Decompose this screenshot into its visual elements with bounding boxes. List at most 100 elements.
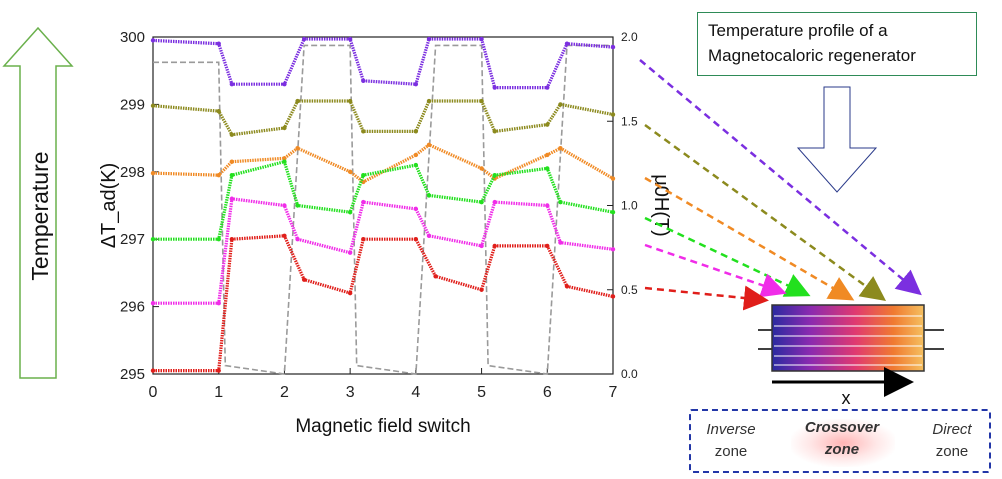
series-violet-point — [610, 44, 616, 50]
series-red-line — [153, 234, 614, 373]
temperature-side-label: Temperature — [27, 151, 53, 280]
crossover-zone-suffix: zone — [824, 441, 860, 458]
series-red-point — [413, 237, 419, 242]
series-green-point — [492, 172, 497, 178]
series-orange-point — [545, 152, 550, 158]
series-magenta-point — [426, 233, 432, 239]
series-violet-point — [216, 41, 221, 46]
inverse-zone-label: Inverse zone — [695, 419, 767, 463]
series-red-point — [610, 294, 616, 299]
y-right-tick-label: 0.5 — [621, 283, 638, 297]
series-red-point — [229, 237, 235, 242]
crossover-glow — [791, 419, 895, 467]
direct-zone-label: Direct zone — [917, 419, 987, 463]
series-magenta-point — [558, 240, 563, 245]
series-red-point — [479, 287, 484, 292]
down-arrow-icon — [796, 86, 878, 193]
direct-zone-word: Direct — [932, 421, 972, 438]
y-left-axis-label: ΔT_ad(K) — [98, 163, 120, 249]
series-orange-point — [282, 156, 287, 161]
series-orange-point — [413, 152, 419, 158]
series-orange-point — [150, 170, 156, 176]
title-box: Temperature profile of a Magnetocaloric … — [697, 12, 977, 76]
pointer-arrow-violet — [639, 59, 922, 296]
regenerator-axis-label: x — [842, 388, 851, 408]
crossover-zone-label: Crossover zone — [787, 417, 897, 461]
series-orange-line — [152, 143, 614, 184]
series-olive-point — [282, 125, 287, 131]
series-olive-point — [426, 98, 432, 104]
series-magenta-point — [479, 243, 484, 249]
x-tick-label: 1 — [214, 384, 223, 401]
series-olive-point — [479, 98, 484, 104]
series-green-point — [282, 159, 287, 164]
series-green-point — [479, 199, 484, 205]
series-olive-point — [295, 98, 300, 104]
series-orange-point — [479, 166, 484, 171]
field-series-line — [153, 44, 613, 375]
x-tick-label: 0 — [149, 384, 158, 401]
series-magenta-point — [229, 196, 235, 201]
series-olive-point — [150, 103, 156, 108]
series-orange-point — [229, 159, 235, 164]
series-violet-point — [361, 78, 366, 84]
series-magenta-point — [492, 199, 497, 205]
series-olive-point — [610, 112, 616, 117]
series-green-point — [216, 237, 221, 242]
series-magenta-point — [282, 203, 287, 208]
series-green-point — [413, 162, 419, 168]
x-tick-label: 4 — [411, 384, 420, 401]
series-violet-point — [564, 41, 570, 46]
x-tick-label: 5 — [477, 384, 486, 401]
y-left-tick-label: 295 — [120, 366, 145, 383]
x-tick-label: 3 — [346, 384, 355, 401]
x-tick-label: 7 — [609, 384, 618, 401]
series-violet-point — [282, 81, 287, 87]
series-green-point — [558, 199, 563, 205]
y-left-tick-label: 300 — [120, 29, 145, 46]
y-left-tick-label: 296 — [120, 299, 145, 316]
series-orange-point — [426, 142, 432, 148]
series-magenta-point — [361, 199, 366, 205]
temperature-up-arrow-icon — [2, 26, 74, 379]
series-orange-point — [558, 146, 563, 151]
y-right-tick-label: 1.5 — [621, 114, 638, 128]
series-olive-point — [558, 102, 563, 107]
pointer-arrow-olive — [644, 123, 887, 301]
series-green-point — [229, 172, 235, 178]
pointer-arrow-orange — [644, 176, 855, 301]
series-violet-point — [545, 85, 550, 90]
series-magenta-point — [413, 206, 419, 212]
series-olive-point — [347, 98, 353, 104]
series-red-point — [347, 290, 353, 296]
series-olive-point — [413, 129, 419, 134]
series-red-point — [545, 243, 550, 249]
y-left-tick-label: 298 — [120, 164, 145, 181]
series-violet-point — [479, 36, 484, 42]
series-violet-point — [301, 36, 307, 42]
crossover-zone-word: Crossover — [804, 419, 880, 436]
series-green-point — [610, 210, 616, 215]
plot-area: 0 1 2 3 4 5 6 7 295 296 297 298 299 300 0.0 0.5 1.0 1.5 2.… — [98, 29, 672, 437]
pointer-arrow-green — [644, 216, 811, 297]
series-red-point — [433, 274, 438, 279]
y-right-tick-label: 1.0 — [621, 199, 638, 213]
series-red-point — [216, 368, 221, 373]
series-olive-line — [152, 99, 614, 137]
direct-zone-suffix: zone — [935, 443, 969, 460]
x-tick-label: 2 — [280, 384, 289, 401]
regenerator-diagram: x — [758, 304, 944, 408]
series-green-point — [150, 237, 156, 242]
series-orange-point — [216, 172, 221, 178]
series-magenta-point — [216, 301, 221, 306]
series-red-point — [361, 237, 366, 242]
series-green-point — [545, 166, 550, 171]
series-magenta-line — [153, 197, 614, 305]
series-violet-point — [492, 85, 497, 90]
series-olive-point — [545, 122, 550, 127]
x-tick-label: 6 — [543, 384, 552, 401]
series-magenta-point — [347, 250, 353, 255]
y-right-axis-label: μ0H(T) — [650, 174, 672, 237]
pointer-arrow-magenta — [644, 243, 787, 298]
